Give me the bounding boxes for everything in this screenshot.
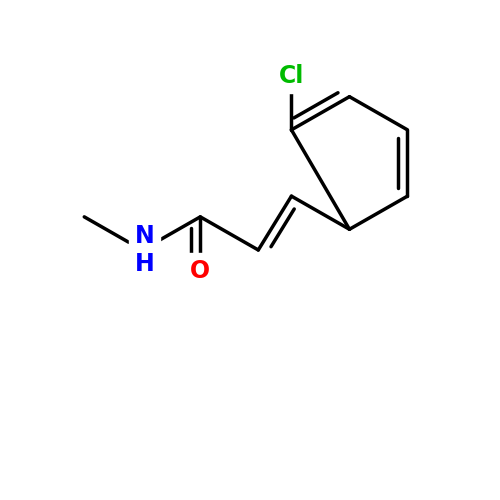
Text: O: O xyxy=(190,259,210,283)
Text: Cl: Cl xyxy=(278,64,304,88)
Text: N: N xyxy=(134,224,154,248)
Text: H: H xyxy=(134,252,154,276)
